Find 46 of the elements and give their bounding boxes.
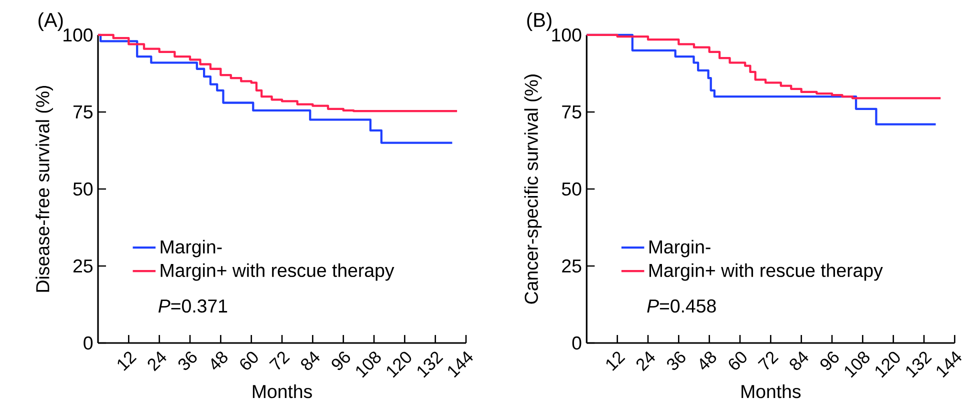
x-tick-label: 108 bbox=[844, 352, 870, 378]
y-tick-label: 0 bbox=[84, 336, 93, 350]
x-axis-title: Months bbox=[252, 384, 312, 398]
x-tick-label: 132 bbox=[906, 352, 932, 378]
y-tick-label: 25 bbox=[73, 259, 93, 273]
x-tick-label: 96 bbox=[332, 352, 350, 370]
x-tick-label: 72 bbox=[269, 352, 290, 370]
x-tick-label: 96 bbox=[820, 352, 839, 370]
x-tick-label: 132 bbox=[418, 352, 444, 378]
x-tick-label: 144 bbox=[936, 351, 962, 378]
x-tick-label: 12 bbox=[118, 352, 137, 371]
y-tick-label: 75 bbox=[562, 105, 582, 119]
annotation: P=0.371 bbox=[158, 299, 228, 313]
x-tick-label: 60 bbox=[240, 352, 258, 370]
y-tick-label: 100 bbox=[552, 28, 582, 42]
y-axis-title: Cancer-specific survival (%) bbox=[524, 74, 542, 304]
x-tick-label: 48 bbox=[211, 352, 228, 370]
legend-label: Margin+ with rescue therapy bbox=[160, 263, 394, 281]
y-tick-label: 50 bbox=[562, 182, 582, 196]
x-tick-label: 24 bbox=[636, 351, 656, 372]
legend-label: Margin- bbox=[160, 240, 222, 258]
chart-title: (B) bbox=[527, 12, 552, 31]
x-tick-label: 60 bbox=[728, 352, 746, 370]
x-tick-label: 36 bbox=[178, 352, 197, 370]
x-tick-label: 84 bbox=[301, 351, 320, 370]
x-tick-label: 84 bbox=[790, 351, 808, 370]
legend-label: Margin+ with rescue therapy bbox=[649, 263, 883, 281]
x-tick-label: 48 bbox=[700, 352, 716, 370]
y-tick-label: 100 bbox=[64, 28, 93, 42]
x-tick-label: 72 bbox=[758, 352, 779, 370]
y-tick-label: 50 bbox=[73, 182, 93, 196]
x-tick-label: 144 bbox=[448, 351, 473, 378]
x-tick-label: 120 bbox=[386, 352, 412, 378]
x-tick-label: 36 bbox=[667, 352, 686, 370]
x-tick-label: 12 bbox=[606, 352, 626, 371]
y-tick-label: 75 bbox=[74, 105, 93, 119]
chart-title: (A) bbox=[38, 12, 63, 31]
y-tick-label: 0 bbox=[572, 336, 582, 350]
y-axis-title: Disease-free survival (%) bbox=[36, 86, 54, 292]
x-tick-label: 120 bbox=[876, 352, 900, 378]
legend-label: Margin- bbox=[649, 240, 710, 258]
x-tick-label: 24 bbox=[148, 351, 166, 372]
annotation: P=0.458 bbox=[647, 299, 716, 313]
x-axis-title: Months bbox=[742, 384, 801, 398]
x-tick-label: 108 bbox=[356, 352, 381, 378]
y-tick-label: 25 bbox=[562, 259, 582, 273]
